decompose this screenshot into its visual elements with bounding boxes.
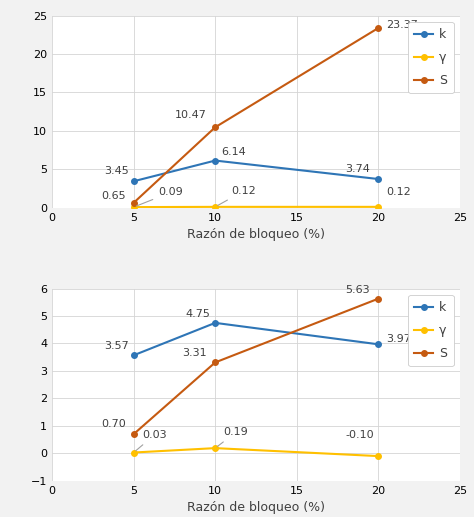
Text: 3.45: 3.45 (104, 166, 129, 176)
Text: 0.65: 0.65 (101, 191, 126, 201)
Legend: k, γ, S: k, γ, S (408, 22, 454, 93)
Text: 4.75: 4.75 (185, 309, 210, 319)
Text: 0.03: 0.03 (136, 430, 166, 451)
Legend: k, γ, S: k, γ, S (408, 295, 454, 366)
Text: 23.37: 23.37 (386, 20, 418, 30)
X-axis label: Razón de bloqueo (%): Razón de bloqueo (%) (187, 228, 325, 241)
Text: 3.31: 3.31 (182, 348, 207, 358)
Text: -0.10: -0.10 (346, 430, 374, 440)
Text: 6.14: 6.14 (222, 147, 246, 157)
Text: 0.12: 0.12 (386, 188, 411, 197)
Text: 3.74: 3.74 (345, 164, 370, 174)
Text: 3.57: 3.57 (104, 341, 129, 351)
Text: 0.12: 0.12 (218, 186, 256, 206)
Text: 0.19: 0.19 (218, 428, 248, 447)
X-axis label: Razón de bloqueo (%): Razón de bloqueo (%) (187, 501, 325, 514)
Text: 0.09: 0.09 (136, 188, 183, 206)
Text: 3.97: 3.97 (386, 333, 411, 344)
Text: 0.70: 0.70 (101, 419, 126, 429)
Text: 10.47: 10.47 (175, 110, 207, 120)
Text: 5.63: 5.63 (346, 285, 370, 295)
